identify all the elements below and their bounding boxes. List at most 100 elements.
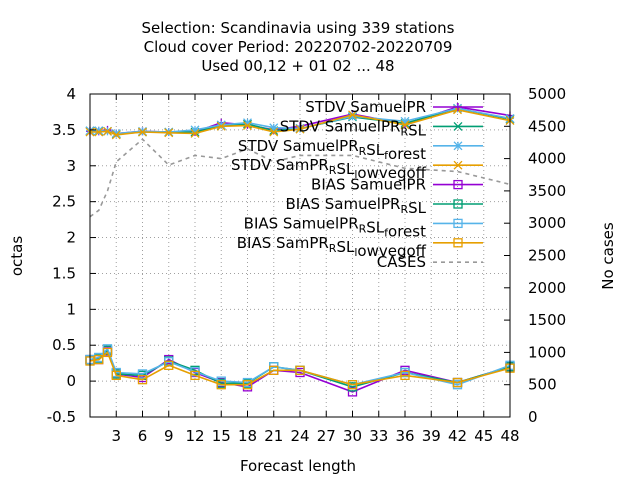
y2-tick-label: 1000 (528, 343, 566, 361)
legend-label: BIAS SamuelPRRSLforest (244, 214, 426, 240)
x-tick-label: 9 (164, 427, 174, 445)
x-tick-label: 30 (343, 427, 362, 445)
data-point (138, 127, 147, 137)
x-tick-label: 24 (290, 427, 309, 445)
x-tick-label: 15 (212, 427, 231, 445)
data-point (269, 123, 279, 133)
data-point (347, 387, 358, 397)
data-point (269, 127, 279, 137)
x-tick-label: 36 (395, 427, 414, 445)
y2-tick-label: 1500 (528, 311, 566, 329)
y-tick-label: 1 (66, 300, 76, 318)
data-point (348, 110, 357, 120)
legend-entry: BIAS SamPRRSLlowvegoff (237, 234, 483, 260)
x-tick-label: 6 (138, 427, 148, 445)
y-tick-label: 1.5 (52, 264, 76, 282)
y-tick-label: 4 (66, 85, 76, 103)
y2-axis-label: No cases (599, 222, 617, 290)
legend-entry: STDV SamPRRSLlowvegoff (231, 156, 483, 182)
data-point (243, 121, 252, 131)
legend-entry: BIAS SamuelPR (311, 176, 483, 194)
y-tick-label: 2 (66, 229, 76, 247)
data-point (453, 141, 463, 151)
legend-label: BIAS SamuelPRRSL (285, 195, 426, 217)
data-point (453, 160, 463, 170)
data-point (453, 121, 463, 131)
data-point (348, 111, 357, 121)
y2-tick-label: 4000 (528, 150, 566, 168)
title-line-2: Cloud cover Period: 20220702-20220709 (144, 38, 453, 56)
data-point (164, 128, 174, 138)
legend-label: STDV SamuelPR (305, 98, 426, 116)
y-tick-label: -0.5 (47, 408, 76, 426)
data-point (400, 370, 410, 381)
data-point (190, 129, 200, 138)
data-point (111, 129, 121, 138)
data-point (111, 130, 121, 140)
y2-tick-label: 3500 (528, 182, 566, 200)
data-point (216, 380, 226, 390)
legend-entry: STDV SamuelPRRSL (280, 117, 483, 139)
y2-tick-label: 500 (528, 376, 557, 394)
y-tick-label: 3 (66, 157, 76, 175)
legend-label: CASES (377, 253, 426, 271)
data-point (216, 121, 226, 131)
data-point (453, 218, 463, 229)
legend-entry: STDV SamuelPR (305, 98, 483, 116)
y2-tick-label: 3000 (528, 214, 566, 232)
x-tick-label: 21 (264, 427, 283, 445)
legend-label: BIAS SamPRRSLlowvegoff (237, 234, 427, 260)
data-point (103, 126, 112, 136)
legend-label: STDV SamuelPRRSLforest (238, 137, 426, 163)
series-line (90, 349, 511, 393)
y2-tick-label: 5000 (528, 85, 566, 103)
legend-label: STDV SamPRRSLlowvegoff (231, 156, 427, 182)
legend-entry: BIAS SamuelPRRSLforest (244, 214, 483, 240)
data-point (453, 238, 463, 248)
data-point (111, 370, 121, 381)
data-point (269, 365, 279, 375)
data-point (453, 199, 463, 209)
chart-title: Selection: Scandinavia using 339 station… (142, 19, 455, 75)
x-tick-label: 39 (422, 427, 441, 445)
legend-entry: STDV SamuelPRRSLforest (238, 137, 483, 163)
y-tick-label: 0 (66, 372, 76, 390)
data-point (102, 347, 113, 358)
x-tick-label: 3 (111, 427, 121, 445)
data-point (94, 126, 104, 136)
series-line (89, 351, 511, 386)
x-tick-label: 42 (448, 427, 467, 445)
y-tick-label: 0.5 (52, 336, 76, 354)
title-line-1: Selection: Scandinavia using 339 station… (142, 19, 455, 37)
data-point (454, 103, 462, 111)
y-axis-label: octas (8, 236, 26, 276)
data-point (295, 124, 305, 134)
data-point (347, 380, 358, 390)
data-point (164, 360, 174, 370)
axis-ticks (90, 93, 511, 418)
data-point (242, 380, 253, 390)
y2-tick-label: 2000 (528, 279, 566, 297)
y2-tick-label: 0 (528, 408, 538, 426)
data-point (400, 120, 410, 130)
series-line (89, 138, 511, 218)
x-tick-label: 27 (317, 427, 336, 445)
x-tick-label: 12 (185, 427, 204, 445)
y2-tick-label: 4500 (528, 117, 566, 135)
x-tick-label: 45 (474, 427, 493, 445)
title-line-3: Used 00,12 + 01 02 ... 48 (201, 57, 394, 75)
y-tick-label: 3.5 (52, 121, 76, 139)
cases-series (89, 138, 511, 218)
data-point (137, 369, 148, 379)
y2-tick-label: 2500 (528, 247, 566, 265)
x-tick-label: 18 (238, 427, 257, 445)
data-point (190, 370, 200, 381)
tick-labels: 3 6 9 12 15 18 21 24 27 30 33 36 39 42 45 48-0.500.511.… (47, 85, 566, 445)
x-axis-label: Forecast length (240, 457, 356, 475)
data-point (94, 354, 104, 365)
legend-entry: BIAS SamuelPRRSL (285, 195, 483, 217)
x-tick-label: 33 (369, 427, 388, 445)
data-point (94, 127, 104, 137)
